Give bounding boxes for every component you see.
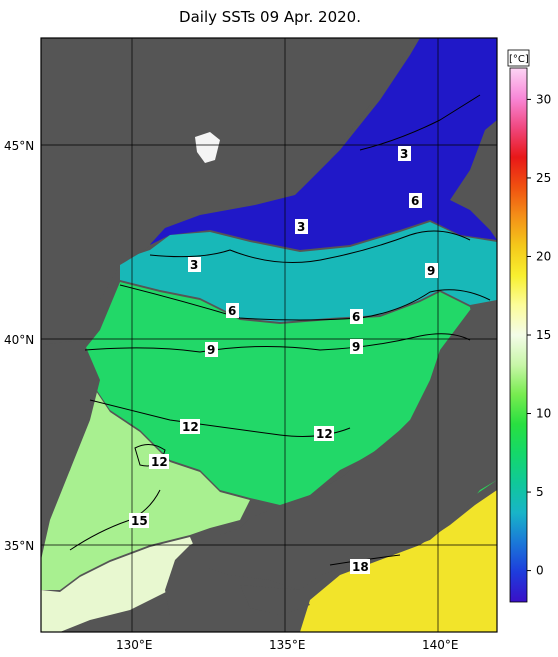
land-kyushu [165,545,245,632]
svg-text:3: 3 [400,147,408,161]
sea-pale [41,382,250,590]
svg-text:9: 9 [427,264,435,278]
lon-label-135: 135°E [269,638,306,652]
colorbar-tick-label: 5 [536,485,544,499]
colorbar-tick-label: 30 [536,92,551,106]
contour-label: 9 [425,263,438,278]
contour-label: 6 [226,303,239,318]
sea-paler [41,537,200,632]
svg-text:12: 12 [151,455,168,469]
colorbar-gradient [509,67,528,603]
contour-label: 3 [398,146,411,161]
colorbar-unit: [°C] [509,54,529,65]
svg-text:12: 12 [182,420,199,434]
land-russia [41,38,420,345]
contour-label: 12 [180,419,200,434]
contour-label: 3 [295,219,308,234]
svg-text:6: 6 [352,310,360,324]
svg-text:9: 9 [207,343,215,357]
contour-label: 6 [350,309,363,324]
contour-label: 6 [409,193,422,208]
colorbar-tick-label: 15 [536,328,551,342]
svg-text:18: 18 [352,560,369,574]
svg-text:9: 9 [352,340,360,354]
contour-label: 9 [205,342,218,357]
contour-label: 9 [350,339,363,354]
map-frame [40,37,498,633]
svg-text:3: 3 [190,258,198,272]
land-hokkaido [450,120,497,240]
graticule [41,38,497,632]
svg-text:6: 6 [228,304,236,318]
lat-label-35: 35°N [4,539,34,553]
sea-green [80,282,475,505]
sea-teal [120,222,497,322]
contour-labels: 3 6 3 3 9 6 6 9 9 12 12 12 15 18 [129,146,438,574]
lat-label-40: 40°N [4,333,34,347]
lon-label-140: 140°E [422,638,459,652]
svg-text:3: 3 [297,220,305,234]
lake-khanka [195,132,220,163]
map-title: Daily SSTs 09 Apr. 2020. [179,8,361,26]
colorbar-unit-box [507,49,530,67]
colorbar-tick-label: 10 [536,407,551,421]
land-shikoku [240,585,310,615]
colorbar-ticks: 30 25 20 15 10 5 0 [527,92,551,578]
colorbar: [°C] 30 25 20 15 10 5 0 [507,49,551,603]
svg-text:12: 12 [316,427,333,441]
contour-label: 12 [149,454,169,469]
land-honshu [190,300,497,590]
contour-label: 18 [350,559,370,574]
contour-label: 3 [188,257,201,272]
svg-text:15: 15 [131,514,148,528]
contour-label: 15 [129,513,149,528]
land-korea [41,345,100,560]
contour-label: 12 [314,426,334,441]
svg-text:6: 6 [411,194,419,208]
sea-pacific [300,490,497,632]
colorbar-tick-label: 25 [536,171,551,185]
colorbar-tick-label: 20 [536,249,551,263]
colorbar-tick-label: 0 [536,564,544,578]
lat-label-45: 45°N [4,139,34,153]
lon-label-130: 130°E [116,638,153,652]
